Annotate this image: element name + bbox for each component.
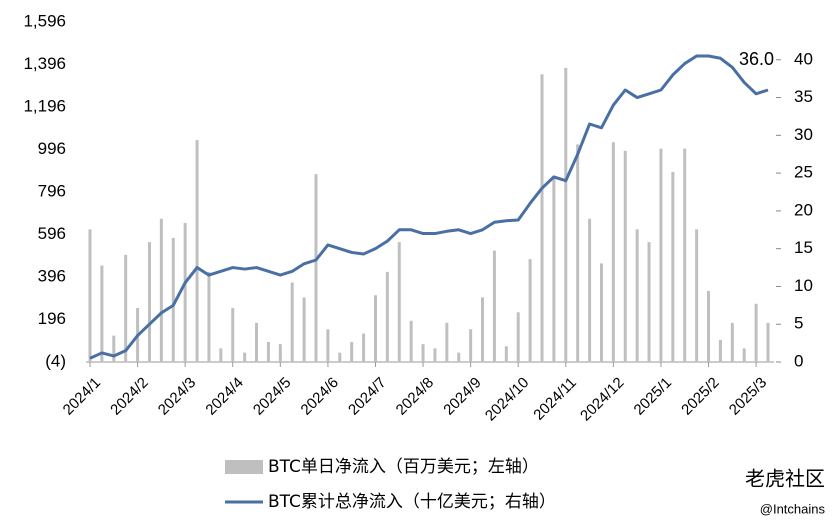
y-tick-label: 596: [38, 224, 66, 243]
bar: [362, 333, 366, 362]
bar: [326, 329, 330, 362]
y2-tick-label: 5: [794, 314, 803, 333]
y-tick-label: 1,196: [23, 96, 66, 115]
x-tick-label: 2024/4: [202, 374, 246, 418]
bar: [766, 322, 770, 362]
y-tick-label: 796: [38, 181, 66, 200]
bar: [504, 346, 508, 362]
y-tick-label: (4): [45, 351, 66, 370]
bar: [88, 229, 92, 362]
y2-tick-label: 10: [794, 276, 813, 295]
watermark: 老虎社区: [745, 467, 825, 490]
bar: [481, 297, 485, 362]
bar: [445, 322, 449, 362]
bar: [516, 312, 520, 362]
bar: [564, 67, 568, 362]
bar: [255, 322, 259, 362]
x-tick-label: 2024/8: [393, 374, 437, 418]
bar: [492, 250, 496, 362]
bar: [373, 295, 377, 362]
bar: [314, 174, 318, 362]
x-tick-label: 2024/7: [345, 374, 389, 418]
bar: [397, 242, 401, 362]
bar: [623, 150, 627, 362]
x-tick-label: 2025/2: [678, 374, 722, 418]
bar: [266, 342, 270, 362]
y-tick-label: 396: [38, 266, 66, 285]
y-tick-label: 996: [38, 139, 66, 158]
bar: [171, 237, 175, 362]
bar: [243, 352, 247, 362]
bar: [207, 271, 211, 362]
bar: [647, 242, 651, 362]
bar: [159, 218, 163, 362]
bar: [540, 74, 544, 362]
bar: [528, 259, 532, 362]
bar: [112, 335, 116, 362]
bar: [576, 144, 580, 362]
bar: [611, 142, 615, 362]
legend-label: BTC累计总净流入（十亿美元；右轴）: [268, 492, 556, 512]
bar: [290, 282, 294, 362]
x-tick-label: 2024/12: [577, 374, 627, 424]
legend-swatch: [225, 460, 263, 474]
bar: [421, 344, 425, 362]
bar: [231, 308, 235, 362]
bar: [552, 176, 556, 362]
x-tick-label: 2024/3: [155, 374, 199, 418]
x-tick-label: 2024/10: [482, 374, 532, 424]
bar: [278, 344, 282, 362]
bar: [183, 223, 187, 362]
bar: [671, 172, 675, 362]
line: [89, 54, 769, 360]
bar: [350, 342, 354, 362]
bar: [635, 229, 639, 362]
bar: [457, 352, 461, 362]
x-tick-label: 2024/2: [107, 374, 151, 418]
bar: [219, 348, 223, 362]
bar: [338, 352, 342, 362]
bar: [695, 229, 699, 362]
x-tick-label: 2024/9: [440, 374, 484, 418]
y-tick-label: 196: [38, 309, 66, 328]
x-tick-label: 2024/5: [250, 374, 294, 418]
y2-tick-label: 20: [794, 200, 813, 219]
x-tick-label: 2025/3: [726, 374, 770, 418]
y2-tick-label: 35: [794, 87, 813, 106]
bar: [730, 322, 734, 362]
bar: [147, 242, 151, 362]
bar: [124, 254, 128, 362]
bar: [599, 263, 603, 362]
y2-tick-label: 30: [794, 125, 813, 144]
y2-tick-label: 15: [794, 238, 813, 257]
bar: [302, 297, 306, 362]
bar: [433, 348, 437, 362]
y2-tick-label: 25: [794, 163, 813, 182]
bar: [195, 140, 199, 362]
watermark: @Intchains: [760, 501, 826, 516]
bar: [683, 148, 687, 362]
bar: [469, 329, 473, 362]
legend-label: BTC单日净流入（百万美元；左轴）: [268, 457, 539, 477]
bar: [754, 303, 758, 362]
x-tick-label: 2024/1: [60, 374, 104, 418]
y2-tick-label: 40: [794, 49, 813, 68]
x-tick-label: 2025/1: [631, 374, 675, 418]
x-tick-label: 2024/6: [298, 374, 342, 418]
y-tick-label: 1,596: [23, 11, 66, 30]
bar: [588, 218, 592, 362]
y2-tick-label: 0: [794, 351, 803, 370]
bar: [385, 271, 389, 362]
y-tick-label: 1,396: [23, 54, 66, 73]
data-label: 36.0: [739, 49, 774, 69]
bar: [707, 291, 711, 362]
bar: [409, 320, 413, 362]
x-tick-label: 2024/11: [530, 374, 580, 424]
bar: [718, 339, 722, 362]
bar: [742, 348, 746, 362]
bar: [100, 265, 104, 362]
bar: [659, 148, 663, 362]
